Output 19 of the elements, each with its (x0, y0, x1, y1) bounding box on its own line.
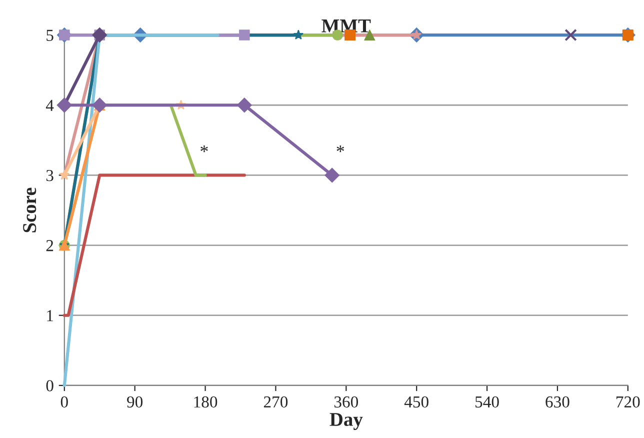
x-tick-label: 90 (127, 396, 143, 408)
x-tick-label: 630 (546, 396, 570, 408)
y-tick-label: 0 (46, 380, 54, 392)
y-tick-label: 5 (46, 30, 54, 41)
x-tick-label: 360 (334, 396, 358, 408)
x-tick-label: 450 (404, 396, 428, 408)
x-tick-label: 0 (60, 396, 68, 408)
x-tick-label: 180 (194, 396, 218, 408)
y-tick-label: 3 (46, 170, 54, 182)
annotation: * (200, 145, 208, 152)
y-tick-label: 4 (46, 100, 54, 111)
y-tick-label: 1 (47, 310, 53, 322)
x-tick-label: 540 (475, 396, 499, 408)
y-axis-title: Score (23, 188, 36, 232)
y-tick-label: 2 (46, 240, 54, 252)
x-tick-label: 270 (264, 396, 288, 408)
x-tick-label: 720 (616, 396, 640, 408)
annotation: * (336, 145, 344, 152)
x-axis-title: Day (330, 413, 363, 430)
